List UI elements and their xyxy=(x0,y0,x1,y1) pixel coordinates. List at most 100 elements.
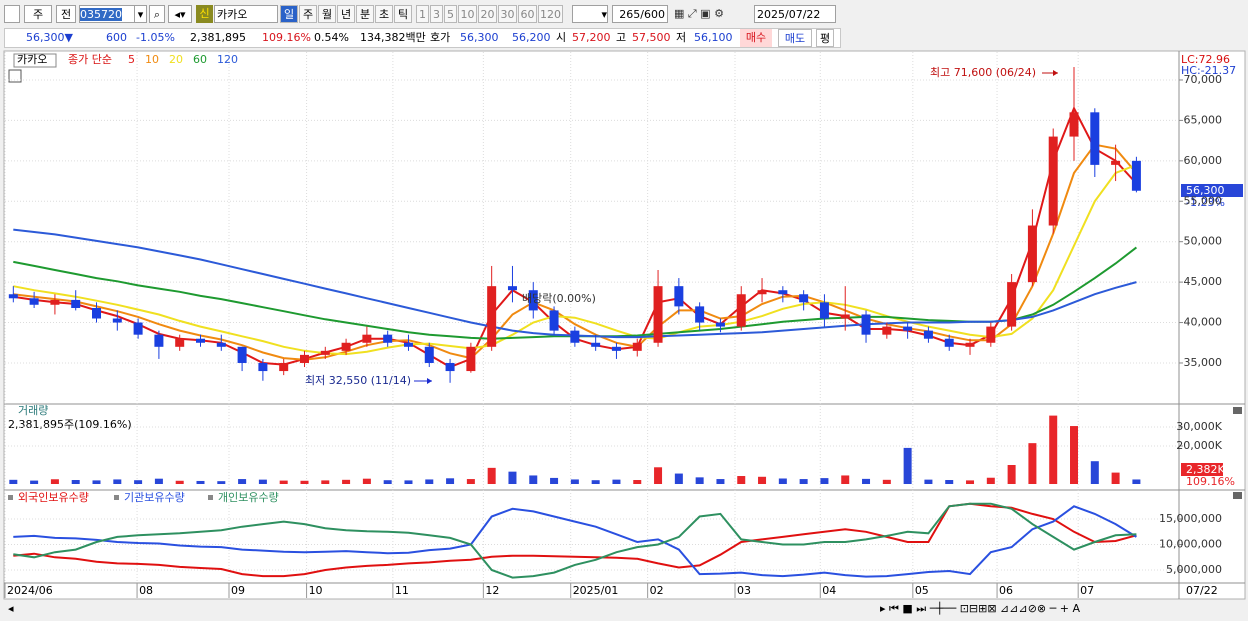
legend-item: 외국인보유수량 xyxy=(18,491,89,504)
x-tick-label: 04 xyxy=(822,584,836,597)
candle-body xyxy=(861,314,871,335)
interval-button[interactable]: 20 xyxy=(478,5,497,23)
name-input[interactable]: 카카오 xyxy=(214,5,278,23)
low: 56,100 xyxy=(694,31,733,44)
volume-bar xyxy=(113,479,122,485)
volume-bar xyxy=(508,471,517,485)
volume-bar xyxy=(446,478,455,485)
code-dropdown[interactable]: ▾ xyxy=(134,5,147,23)
volume-bar xyxy=(134,480,143,485)
rate: -1.05% xyxy=(136,31,175,44)
candle-body xyxy=(258,362,268,372)
code-text: 035720 xyxy=(80,8,122,21)
interval-dropdown[interactable]: ▾ xyxy=(572,5,608,23)
candle-body xyxy=(799,294,809,303)
interval-button[interactable]: 120 xyxy=(538,5,563,23)
x-tick-label: 12 xyxy=(485,584,499,597)
hc-label: HC:-21.37 xyxy=(1181,64,1236,77)
open: 57,200 xyxy=(572,31,611,44)
candle-body xyxy=(736,294,746,327)
candle-body xyxy=(133,322,143,335)
volume-bar xyxy=(945,480,954,485)
period-button[interactable]: 주 xyxy=(299,5,317,23)
period-button[interactable]: 년 xyxy=(337,5,355,23)
candle-body xyxy=(528,290,538,311)
interval-button[interactable]: 10 xyxy=(458,5,477,23)
candle-body xyxy=(466,346,476,372)
candle-body xyxy=(8,294,18,299)
volume-title: 거래량 xyxy=(18,404,48,417)
y-tick-label: 5,000,000 xyxy=(1166,563,1222,576)
date-input[interactable]: 2025/07/22 xyxy=(754,5,836,23)
period-button[interactable]: 틱 xyxy=(394,5,412,23)
interval-button[interactable]: 1 xyxy=(416,5,429,23)
candle-body xyxy=(1027,225,1037,283)
scroll-controls[interactable]: ▸ ⏮ ■ ⏭ ─┼── ⊡⊟⊞⊠ ⊿⊿⊿⊘⊗ ─ + A xyxy=(880,601,1080,615)
volume-bar xyxy=(1111,472,1120,485)
volume-bar xyxy=(924,479,933,485)
volume-bar xyxy=(716,479,725,485)
last-rate: -1.23% xyxy=(1186,196,1225,209)
sound-icon[interactable]: ◂▾ xyxy=(168,5,192,23)
candle-body xyxy=(882,326,892,335)
tool-icons[interactable]: ▦ ⤢ ▣ ⚙ xyxy=(674,7,724,20)
period-button[interactable]: 분 xyxy=(356,5,374,23)
volume-bar xyxy=(674,473,683,485)
y-tick-label: 20,000K xyxy=(1176,439,1222,452)
volume-bar xyxy=(862,478,871,485)
sell-button[interactable]: 매도 xyxy=(778,29,812,47)
table-icon[interactable] xyxy=(8,69,22,83)
layout-icon[interactable] xyxy=(4,5,20,23)
code-input[interactable]: 035720 xyxy=(79,5,135,23)
volume-bar xyxy=(9,479,18,485)
y-tick-label: 50,000 xyxy=(1184,235,1223,248)
y-tick-label: 55,000 xyxy=(1184,194,1223,207)
scrollbar xyxy=(4,600,1245,618)
period-button[interactable]: 월 xyxy=(318,5,336,23)
candle-body xyxy=(778,290,788,295)
interval-button[interactable]: 60 xyxy=(518,5,537,23)
legend-item: 기관보유수량 xyxy=(124,491,185,504)
interval-button[interactable]: 3 xyxy=(430,5,443,23)
legend-marker xyxy=(208,495,213,500)
x-tick-label: 02 xyxy=(650,584,664,597)
candle-body xyxy=(1111,160,1121,165)
period-button[interactable]: 일 xyxy=(280,5,298,23)
volume-bar xyxy=(986,477,995,485)
volume-bar xyxy=(633,480,642,485)
prev-button[interactable]: 전 xyxy=(56,5,76,23)
period-button[interactable]: 초 xyxy=(375,5,393,23)
candle-body xyxy=(674,286,684,307)
candle-body xyxy=(695,306,705,323)
scroll-left[interactable]: ◂ xyxy=(8,602,14,615)
candle-body xyxy=(549,310,559,331)
volume-bar xyxy=(404,480,413,485)
candle-body xyxy=(1090,112,1100,165)
volume-bar xyxy=(1049,415,1058,485)
x-tick-label: 06 xyxy=(999,584,1013,597)
buy-button[interactable]: 매수 xyxy=(740,29,772,47)
volume-bar xyxy=(966,480,975,485)
vol-ratio: 109.16% xyxy=(262,31,311,44)
interval-button[interactable]: 30 xyxy=(498,5,517,23)
interval-button[interactable]: 5 xyxy=(444,5,457,23)
close-box[interactable] xyxy=(1233,492,1242,499)
annotation: 배당락(0.00%) xyxy=(522,292,596,305)
annotation-arrowhead xyxy=(1053,70,1058,76)
market-select[interactable]: 주 xyxy=(24,5,52,23)
count-input[interactable]: 265/600 xyxy=(612,5,668,23)
bid: 56,200 xyxy=(512,31,551,44)
y-tick-label: 35,000 xyxy=(1184,356,1223,369)
y-tick-label: 10,000,000 xyxy=(1159,538,1222,551)
last-volume: 2,382K xyxy=(1186,463,1225,476)
search-icon[interactable]: ⌕ xyxy=(149,5,165,23)
y-tick-label: 60,000 xyxy=(1184,154,1223,167)
volume-bar xyxy=(466,479,475,485)
candle-body xyxy=(923,330,933,339)
legend-title: 종가 단순 xyxy=(68,53,112,66)
avg-button[interactable]: 평 xyxy=(816,29,834,47)
close-box[interactable] xyxy=(1233,407,1242,414)
legend-item: 20 xyxy=(169,53,183,66)
